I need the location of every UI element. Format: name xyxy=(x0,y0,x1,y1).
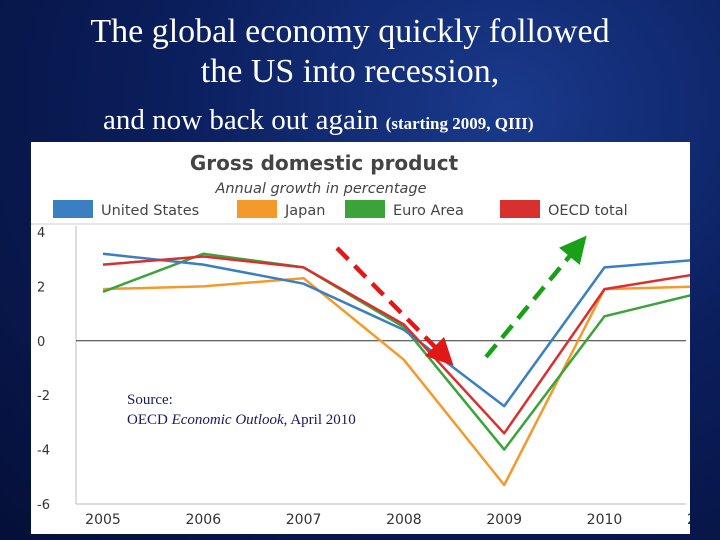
chart-subtitle: Annual growth in percentage xyxy=(214,181,426,197)
chart-title: Gross domestic product xyxy=(190,151,459,175)
chart-panel: Gross domestic product Annual growth in p… xyxy=(31,142,690,534)
slide-subtitle: and now back out again (starting 2009, Q… xyxy=(103,104,533,137)
x-tick-label: 2005 xyxy=(85,512,121,528)
series-line-oecd-total xyxy=(102,255,690,435)
source-prefix: OECD xyxy=(127,412,172,428)
legend-label-2: Euro Area xyxy=(393,203,464,219)
legend-swatch-1 xyxy=(237,200,277,218)
source-label: Source: xyxy=(127,392,173,408)
subtitle-note: (starting 2009, QIII) xyxy=(385,114,534,133)
y-tick-label: 4 xyxy=(37,226,45,241)
down-trend-arrow xyxy=(335,246,454,366)
x-tick-label: 2010 xyxy=(587,512,623,528)
title-line-1: The global economy quickly followed xyxy=(90,13,610,50)
gdp-chart: Gross domestic product Annual growth in p… xyxy=(31,151,690,528)
source-citation: OECD Economic Outlook, April 2010 xyxy=(127,410,356,430)
legend-swatch-2 xyxy=(345,200,385,218)
source-publication: Economic Outlook xyxy=(171,412,284,428)
x-tick-label: 2008 xyxy=(386,512,422,528)
subtitle-main: and now back out again xyxy=(103,104,379,136)
x-tick-label: 2011 xyxy=(687,512,690,528)
y-tick-label: -6 xyxy=(37,498,50,513)
x-tick-label: 2007 xyxy=(286,512,322,528)
x-tick-label: 2009 xyxy=(486,512,522,528)
y-tick-label: -2 xyxy=(37,389,50,404)
source-suffix: , April 2010 xyxy=(283,412,356,428)
slide-title: The global economy quickly followed the … xyxy=(0,12,700,92)
legend-swatch-3 xyxy=(500,200,540,218)
y-tick-label: 0 xyxy=(37,335,45,350)
legend-label-1: Japan xyxy=(284,203,325,219)
legend-label-0: United States xyxy=(101,203,199,219)
y-tick-label: -4 xyxy=(37,444,50,459)
y-tick-label: 2 xyxy=(37,280,45,295)
series-line-united-states xyxy=(102,252,690,408)
x-tick-label: 2006 xyxy=(185,512,221,528)
series-line-euro-area xyxy=(102,252,690,451)
legend-swatch-0 xyxy=(53,200,93,218)
title-line-2: the US into recession, xyxy=(200,53,500,90)
source-note: Source: OECD Economic Outlook, April 201… xyxy=(127,390,356,430)
legend-label-3: OECD total xyxy=(548,203,628,219)
